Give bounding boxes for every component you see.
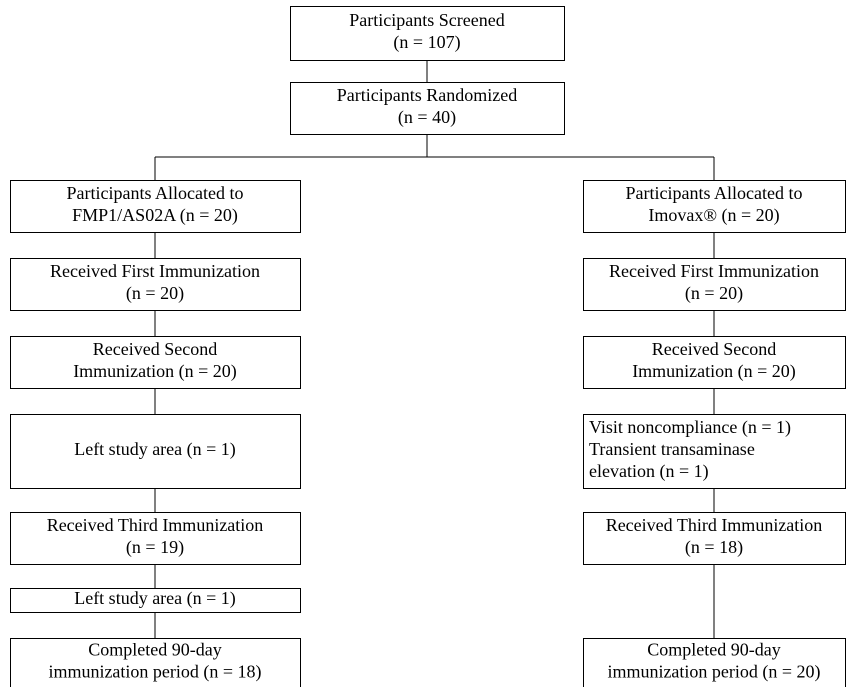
- box: [10, 638, 301, 687]
- box: [10, 336, 301, 389]
- box-label: Left study area (n = 1): [74, 439, 236, 460]
- box-label: (n = 20): [685, 283, 743, 304]
- box-label: Received First Immunization: [50, 261, 260, 281]
- box: [10, 414, 301, 489]
- box-label: Received Second: [93, 339, 217, 359]
- box-label: Participants Allocated to: [626, 183, 803, 203]
- box: [583, 258, 846, 311]
- box: [10, 258, 301, 311]
- box-label: Visit noncompliance (n = 1): [589, 417, 791, 438]
- box-label: Left study area (n = 1): [74, 588, 236, 609]
- box-label: (n = 18): [685, 537, 743, 558]
- box: [10, 588, 301, 613]
- box-label: Received Third Immunization: [47, 515, 264, 535]
- box-label: Completed 90-day: [88, 640, 221, 660]
- box-label: Received Second: [652, 339, 776, 359]
- box-label: immunization period (n = 18): [48, 662, 261, 683]
- box-label: Received First Immunization: [609, 261, 819, 281]
- box-label: (n = 19): [126, 537, 184, 558]
- box-label: immunization period (n = 20): [607, 662, 820, 683]
- box-label: Immunization (n = 20): [73, 361, 237, 382]
- box-label: Immunization (n = 20): [632, 361, 796, 382]
- box-label: (n = 20): [126, 283, 184, 304]
- box: [10, 180, 301, 233]
- box-label: Participants Randomized: [337, 85, 517, 105]
- box: [583, 512, 846, 565]
- box: [290, 6, 565, 61]
- box: [290, 82, 565, 135]
- box: [583, 638, 846, 687]
- box: [583, 336, 846, 389]
- box-label: (n = 107): [393, 32, 460, 53]
- box-label: Participants Screened: [349, 10, 504, 30]
- box-label: Received Third Immunization: [606, 515, 823, 535]
- box: [583, 180, 846, 233]
- box: [583, 414, 846, 489]
- box-label: FMP1/AS02A (n = 20): [72, 205, 238, 226]
- box-label: Transient transaminase: [589, 439, 755, 459]
- box-label: Imovax® (n = 20): [648, 205, 779, 226]
- box-label: elevation (n = 1): [589, 461, 709, 482]
- box-label: (n = 40): [398, 107, 456, 128]
- box: [10, 512, 301, 565]
- box-label: Participants Allocated to: [67, 183, 244, 203]
- box-label: Completed 90-day: [647, 640, 780, 660]
